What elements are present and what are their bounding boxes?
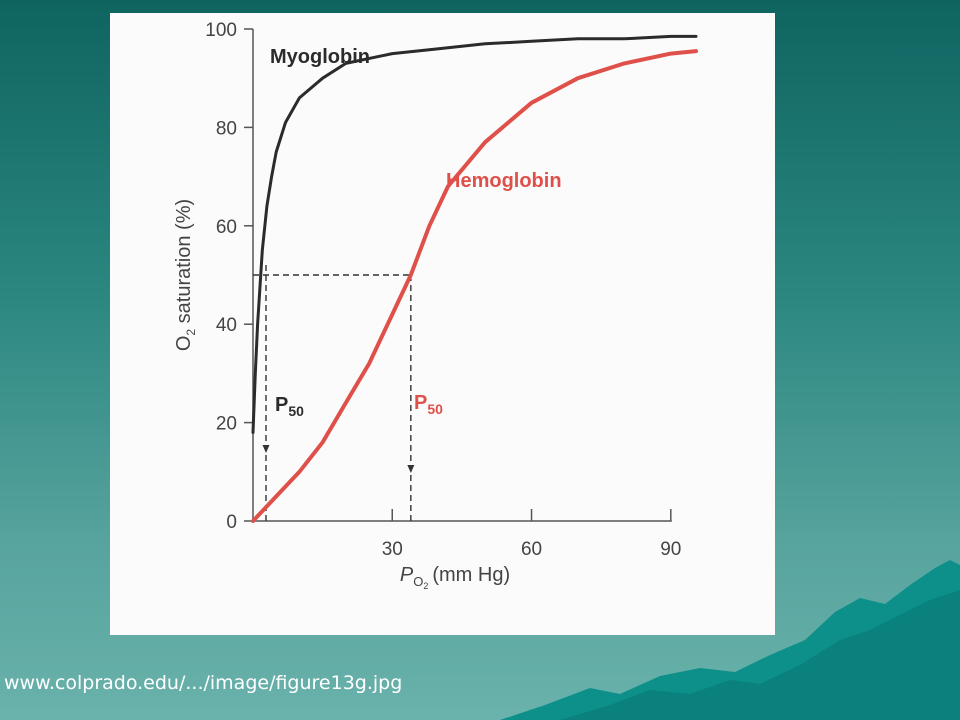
y-tick-label: 60	[216, 217, 237, 238]
myoglobin-curve	[251, 34, 698, 434]
x-tick-label: 30	[382, 539, 403, 560]
x-tick-label: 60	[521, 539, 542, 560]
hemoglobin-label: Hemoglobin	[446, 170, 562, 192]
myoglobin-p50-label: P50	[275, 394, 304, 419]
x-axis-label: PO2 (mm Hg)	[400, 564, 510, 591]
y-tick-label: 40	[216, 315, 237, 336]
y-tick-label: 80	[216, 118, 237, 139]
y-tick-label: 100	[205, 20, 237, 41]
hemoglobin-p50-label: P50	[414, 392, 443, 417]
mountain-ridge-shadow	[560, 590, 960, 720]
y-axis-label: O2 saturation (%)	[173, 199, 198, 351]
myoglobin-p50-arrowhead	[262, 445, 270, 453]
chart-labels: PO2 (mm Hg) O2 saturation (%) Myoglobin Hemo…	[173, 46, 562, 591]
myoglobin-label: Myoglobin	[270, 46, 370, 68]
figure-panel: 0 20 40 60 80 100 30 60 90 PO2 (mm Hg) O2 saturati…	[110, 13, 775, 635]
y-tick-label: 0	[226, 512, 237, 533]
source-caption: www.colprado.edu/.../image/figure13g.jpg	[4, 672, 403, 694]
curves	[251, 34, 698, 523]
y-tick-label: 20	[216, 414, 237, 435]
hemoglobin-p50-arrowhead	[407, 465, 415, 473]
hemoglobin-curve	[251, 49, 698, 523]
oxygen-saturation-chart: 0 20 40 60 80 100 30 60 90 PO2 (mm Hg) O2 saturati…	[173, 20, 698, 591]
p50-guides	[253, 265, 415, 521]
x-tick-label: 90	[660, 539, 681, 560]
axes: 0 20 40 60 80 100 30 60 90	[205, 20, 681, 560]
